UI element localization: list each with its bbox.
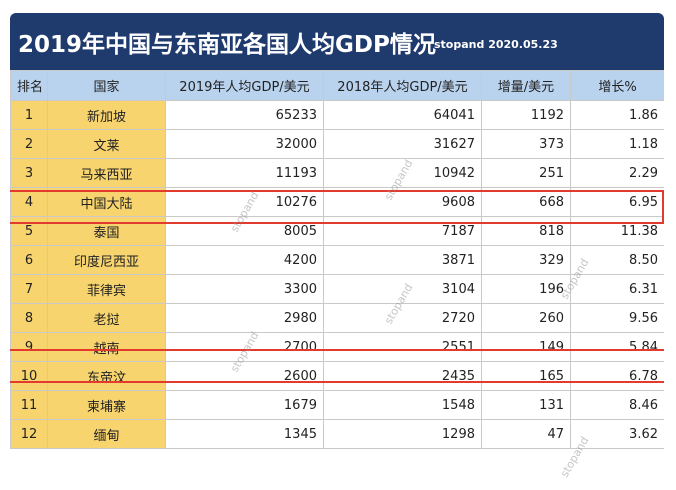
cell-gdp-2018: 2551 <box>323 332 482 362</box>
cell-country: 泰国 <box>47 216 166 246</box>
cell-increase: 131 <box>481 390 571 420</box>
cell-growth: 6.31 <box>570 274 664 304</box>
column-header-growth: 增长% <box>570 70 664 101</box>
cell-gdp-2018: 1298 <box>323 419 482 449</box>
table-row: 12 缅甸 1345 1298 47 3.62 <box>10 419 664 449</box>
table-row: 3 马来西亚 11193 10942 251 2.29 <box>10 158 664 188</box>
cell-gdp-2019: 3300 <box>165 274 324 304</box>
cell-country: 老挝 <box>47 303 166 333</box>
cell-growth: 6.95 <box>570 187 664 217</box>
author-date: stopand 2020.05.23 <box>434 38 558 51</box>
cell-growth: 3.62 <box>570 419 664 449</box>
cell-country: 马来西亚 <box>47 158 166 188</box>
cell-increase: 165 <box>481 361 571 391</box>
cell-growth: 6.78 <box>570 361 664 391</box>
column-header-gdp-2018: 2018年人均GDP/美元 <box>323 70 482 101</box>
cell-rank: 9 <box>10 332 48 362</box>
cell-country: 印度尼西亚 <box>47 245 166 275</box>
cell-country: 中国大陆 <box>47 187 166 217</box>
cell-rank: 3 <box>10 158 48 188</box>
table-row: 5 泰国 8005 7187 818 11.38 <box>10 216 664 246</box>
cell-gdp-2018: 7187 <box>323 216 482 246</box>
cell-rank: 12 <box>10 419 48 449</box>
column-header-increase: 增量/美元 <box>481 70 571 101</box>
cell-country: 菲律宾 <box>47 274 166 304</box>
cell-rank: 6 <box>10 245 48 275</box>
table-row: 11 柬埔寨 1679 1548 131 8.46 <box>10 390 664 420</box>
cell-rank: 8 <box>10 303 48 333</box>
cell-growth: 11.38 <box>570 216 664 246</box>
cell-gdp-2018: 3104 <box>323 274 482 304</box>
cell-gdp-2018: 10942 <box>323 158 482 188</box>
cell-growth: 1.86 <box>570 100 664 130</box>
cell-gdp-2019: 65233 <box>165 100 324 130</box>
table-row: 6 印度尼西亚 4200 3871 329 8.50 <box>10 245 664 275</box>
cell-rank: 11 <box>10 390 48 420</box>
column-header-country: 国家 <box>47 70 166 101</box>
cell-growth: 5.84 <box>570 332 664 362</box>
table-row: 1 新加坡 65233 64041 1192 1.86 <box>10 100 664 130</box>
cell-gdp-2019: 1345 <box>165 419 324 449</box>
cell-gdp-2019: 2600 <box>165 361 324 391</box>
gdp-infographic: 2019年中国与东南亚各国人均GDP情况 stopand 2020.05.23 … <box>10 13 664 480</box>
cell-growth: 8.46 <box>570 390 664 420</box>
cell-gdp-2018: 31627 <box>323 129 482 159</box>
column-header-gdp-2019: 2019年人均GDP/美元 <box>165 70 324 101</box>
page-title: 2019年中国与东南亚各国人均GDP情况 <box>18 32 436 58</box>
cell-gdp-2019: 32000 <box>165 129 324 159</box>
cell-rank: 2 <box>10 129 48 159</box>
cell-country: 柬埔寨 <box>47 390 166 420</box>
table-row: 4 中国大陆 10276 9608 668 6.95 <box>10 187 664 217</box>
gdp-table: 排名 国家 2019年人均GDP/美元 2018年人均GDP/美元 增量/美元 … <box>10 70 664 449</box>
cell-gdp-2019: 2980 <box>165 303 324 333</box>
cell-gdp-2018: 2435 <box>323 361 482 391</box>
cell-rank: 10 <box>10 361 48 391</box>
table-row: 8 老挝 2980 2720 260 9.56 <box>10 303 664 333</box>
cell-increase: 818 <box>481 216 571 246</box>
cell-increase: 1192 <box>481 100 571 130</box>
cell-increase: 668 <box>481 187 571 217</box>
cell-country: 东帝汶 <box>47 361 166 391</box>
cell-rank: 7 <box>10 274 48 304</box>
cell-country: 新加坡 <box>47 100 166 130</box>
cell-gdp-2019: 4200 <box>165 245 324 275</box>
title-banner: 2019年中国与东南亚各国人均GDP情况 stopand 2020.05.23 <box>10 13 664 70</box>
cell-increase: 251 <box>481 158 571 188</box>
table-row: 9 越南 2700 2551 149 5.84 <box>10 332 664 362</box>
cell-gdp-2018: 64041 <box>323 100 482 130</box>
cell-increase: 329 <box>481 245 571 275</box>
cell-growth: 2.29 <box>570 158 664 188</box>
column-header-rank: 排名 <box>10 70 48 101</box>
cell-gdp-2019: 2700 <box>165 332 324 362</box>
cell-rank: 5 <box>10 216 48 246</box>
cell-increase: 149 <box>481 332 571 362</box>
cell-growth: 8.50 <box>570 245 664 275</box>
table-header-row: 排名 国家 2019年人均GDP/美元 2018年人均GDP/美元 增量/美元 … <box>10 70 664 101</box>
cell-increase: 260 <box>481 303 571 333</box>
table-row: 2 文莱 32000 31627 373 1.18 <box>10 129 664 159</box>
cell-gdp-2019: 1679 <box>165 390 324 420</box>
cell-increase: 196 <box>481 274 571 304</box>
cell-country: 缅甸 <box>47 419 166 449</box>
cell-gdp-2018: 2720 <box>323 303 482 333</box>
cell-country: 越南 <box>47 332 166 362</box>
cell-growth: 1.18 <box>570 129 664 159</box>
cell-gdp-2019: 11193 <box>165 158 324 188</box>
cell-growth: 9.56 <box>570 303 664 333</box>
cell-country: 文莱 <box>47 129 166 159</box>
cell-gdp-2018: 9608 <box>323 187 482 217</box>
cell-increase: 373 <box>481 129 571 159</box>
cell-rank: 1 <box>10 100 48 130</box>
table-row: 10 东帝汶 2600 2435 165 6.78 <box>10 361 664 391</box>
table-body: 1 新加坡 65233 64041 1192 1.86 2 文莱 32000 31627 373 1.… <box>10 100 664 449</box>
cell-rank: 4 <box>10 187 48 217</box>
cell-gdp-2018: 3871 <box>323 245 482 275</box>
cell-increase: 47 <box>481 419 571 449</box>
cell-gdp-2018: 1548 <box>323 390 482 420</box>
